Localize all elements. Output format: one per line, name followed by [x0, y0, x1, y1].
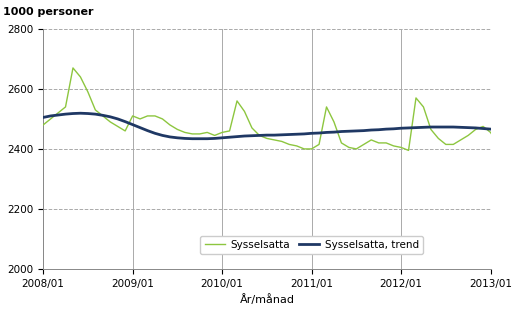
- Sysselsatta: [70, 66, 76, 70]
- Sysselsatta, trend: [85, 112, 91, 115]
- Line: Sysselsatta: Sysselsatta: [43, 68, 519, 158]
- Sysselsatta, trend: [495, 128, 501, 132]
- Sysselsatta: [55, 111, 61, 115]
- Sysselsatta, trend: [167, 135, 173, 139]
- Text: 1000 personer: 1000 personer: [3, 7, 93, 17]
- Sysselsatta, trend: [137, 126, 143, 129]
- Sysselsatta, trend: [40, 115, 46, 119]
- Sysselsatta: [40, 123, 46, 127]
- Sysselsatta, trend: [189, 137, 195, 141]
- Sysselsatta, trend: [331, 130, 337, 134]
- Legend: Sysselsatta, Sysselsatta, trend: Sysselsatta, Sysselsatta, trend: [200, 236, 423, 254]
- Sysselsatta: [182, 130, 188, 134]
- Line: Sysselsatta, trend: Sysselsatta, trend: [43, 113, 498, 139]
- Sysselsatta, trend: [450, 125, 456, 129]
- Sysselsatta, trend: [77, 111, 84, 115]
- X-axis label: År/månad: År/månad: [239, 294, 294, 305]
- Sysselsatta: [100, 114, 106, 118]
- Sysselsatta, trend: [279, 133, 285, 137]
